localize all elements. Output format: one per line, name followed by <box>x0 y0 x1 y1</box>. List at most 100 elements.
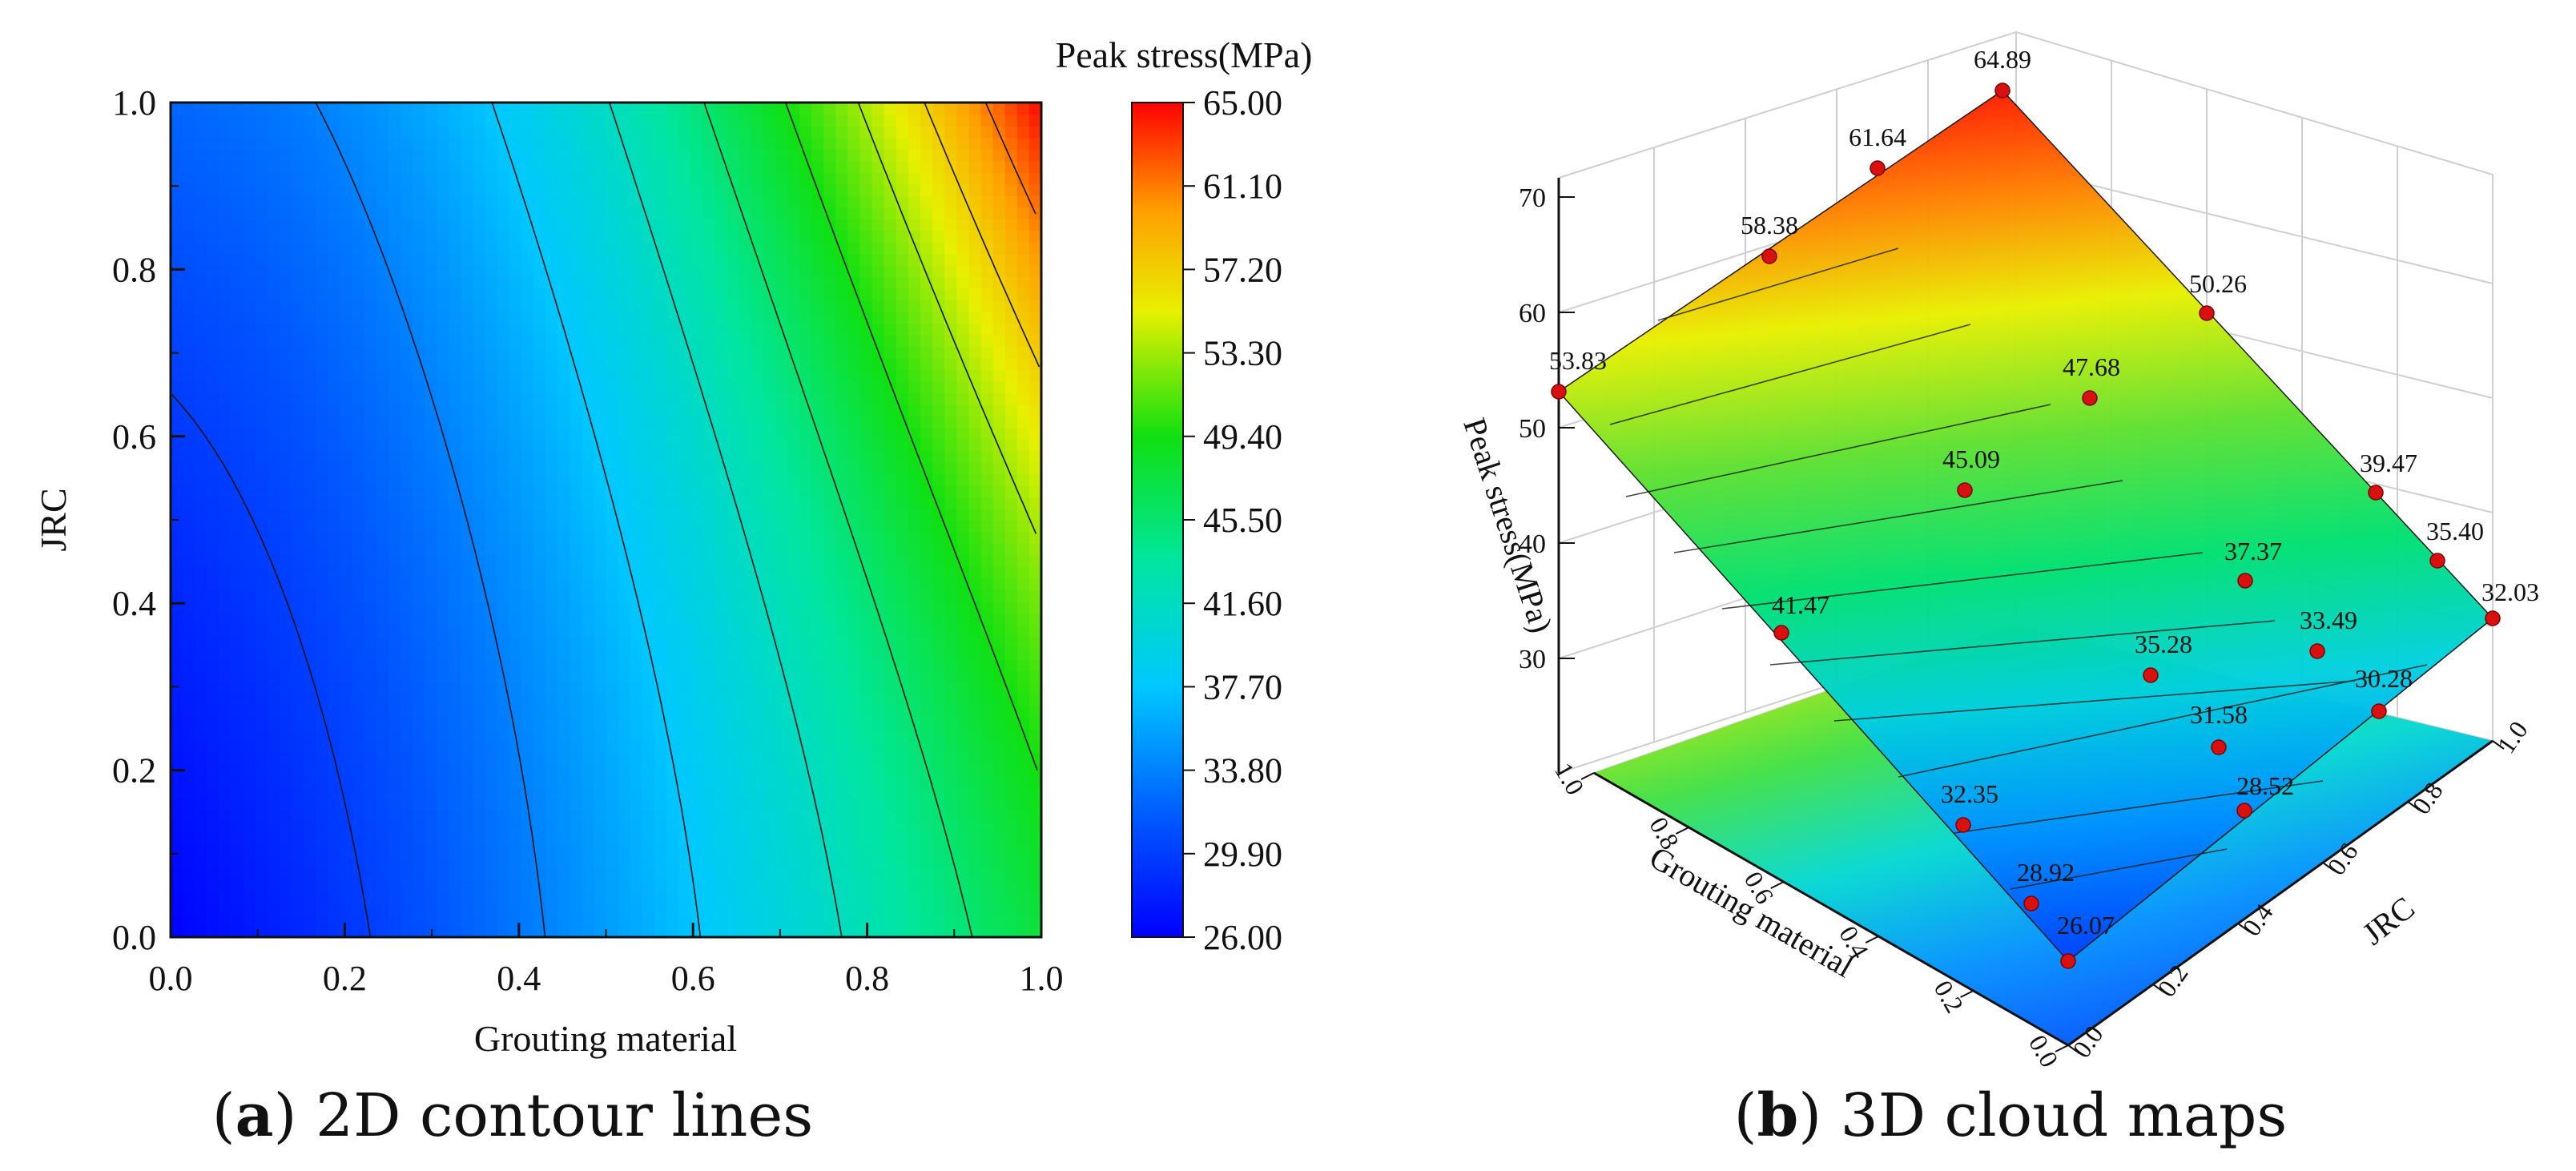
contour-cell <box>521 427 534 440</box>
contour-cell <box>207 717 220 730</box>
contour-cell <box>279 427 292 440</box>
contour-cell <box>920 497 934 509</box>
contour-cell <box>412 218 425 231</box>
contour-cell <box>763 832 776 846</box>
contour-cell <box>243 195 256 208</box>
contour-cell <box>473 647 486 660</box>
contour-cell <box>968 565 982 579</box>
contour-cell <box>376 427 389 440</box>
contour-cell <box>340 392 353 405</box>
contour-cell <box>267 300 280 312</box>
contour-cell <box>594 288 607 301</box>
contour-cell <box>412 461 425 475</box>
contour-cell <box>992 728 1006 741</box>
contour-cell <box>171 357 184 370</box>
contour-cell <box>606 694 619 706</box>
contour-cell <box>799 520 813 533</box>
contour-cell <box>316 577 329 590</box>
contour-cell <box>920 345 934 359</box>
contour-cell <box>944 253 958 266</box>
contour-cell <box>920 740 934 753</box>
contour-cell <box>557 183 571 196</box>
contour-cell <box>835 264 849 278</box>
contour-cell <box>557 740 571 753</box>
contour-cell <box>533 925 546 937</box>
contour-cell <box>787 183 801 196</box>
contour-cell <box>279 253 292 266</box>
contour-cell <box>751 577 764 590</box>
contour-cell <box>932 565 946 579</box>
contour-cell <box>316 891 329 903</box>
contour-cell <box>654 844 667 857</box>
contour-cell <box>739 740 752 753</box>
contour-cell <box>521 740 534 753</box>
contour-cell <box>642 925 655 937</box>
contour-cell <box>594 867 607 880</box>
contour-cell <box>702 137 716 150</box>
contour-cell <box>437 357 450 370</box>
contour-cell <box>437 925 450 937</box>
contour-cell <box>811 635 825 649</box>
contour-cell <box>751 821 764 834</box>
contour-cell <box>811 311 825 324</box>
contour-cell <box>582 520 595 533</box>
contour-cell <box>219 207 232 219</box>
contour-cell <box>847 705 861 718</box>
contour-cell <box>956 751 970 764</box>
contour-cell <box>267 241 280 255</box>
contour-cell <box>570 658 583 672</box>
contour-cell <box>763 323 776 336</box>
contour-cell <box>243 253 256 266</box>
contour-cell <box>666 694 680 706</box>
contour-cell <box>666 798 680 811</box>
contour-cell <box>304 311 317 324</box>
contour-cell <box>920 902 934 915</box>
contour-cell <box>787 415 801 429</box>
contour-cell <box>739 855 752 869</box>
contour-cell <box>352 253 365 266</box>
contour-cell <box>739 565 752 579</box>
contour-cell <box>642 253 655 266</box>
contour-cell <box>473 508 486 521</box>
contour-cell <box>859 554 873 567</box>
contour-cell <box>678 230 692 243</box>
contour-cell <box>473 345 486 359</box>
contour-cell <box>279 705 292 718</box>
contour-cell <box>545 473 559 486</box>
contour-cell <box>714 497 728 509</box>
contour-cell <box>473 114 486 127</box>
contour-cell <box>823 288 837 301</box>
contour-cell <box>231 345 244 359</box>
contour-cell <box>292 914 305 927</box>
contour-cell <box>727 276 740 289</box>
contour-cell <box>231 879 244 892</box>
contour-cell <box>509 160 522 173</box>
contour-cell <box>618 867 631 880</box>
contour-cell <box>763 345 776 359</box>
contour-cell <box>207 103 220 115</box>
contour-cell <box>485 427 498 440</box>
contour-cell <box>727 809 740 823</box>
contour-cell <box>255 368 268 382</box>
contour-cell <box>570 207 583 219</box>
contour-cell <box>267 264 280 278</box>
contour-cell <box>582 450 595 463</box>
contour-cell <box>606 218 619 231</box>
contour-cell <box>545 357 559 370</box>
contour-cell <box>727 832 740 846</box>
contour-cell <box>727 473 740 486</box>
contour-cell <box>316 450 329 463</box>
contour-cell <box>304 276 317 289</box>
contour-cell <box>425 775 438 787</box>
contour-cell <box>316 427 329 440</box>
contour-cell <box>352 542 365 556</box>
contour-cell <box>847 125 861 139</box>
contour-cell <box>437 763 450 776</box>
contour-cell <box>799 288 813 301</box>
contour-cell <box>666 357 680 370</box>
contour-cell <box>412 415 425 429</box>
contour-cell <box>690 624 704 637</box>
contour-cell <box>545 751 559 764</box>
contour-cell <box>376 137 389 150</box>
contour-cell <box>775 218 788 231</box>
